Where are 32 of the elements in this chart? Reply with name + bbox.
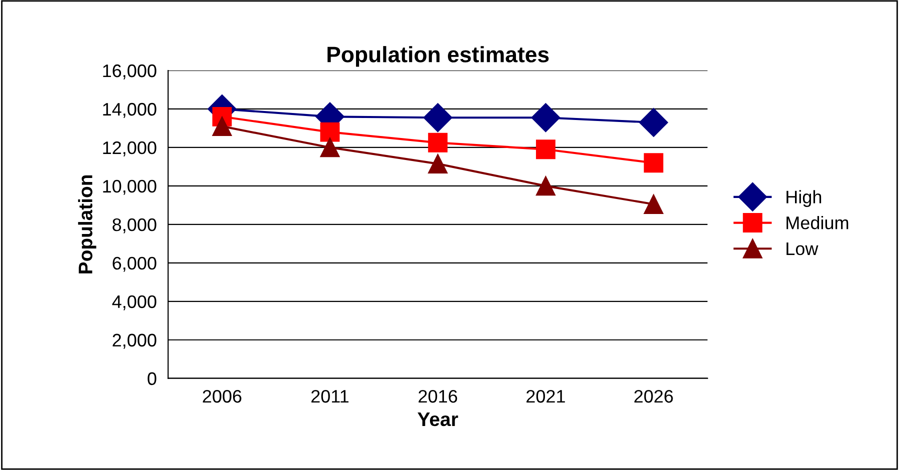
point [212,116,232,136]
point [536,176,556,196]
point [531,103,560,132]
y-tick-label: 12,000 [103,141,156,156]
x-tick-label: 2026 [634,390,673,403]
legend-label: Low [786,242,818,256]
point [423,103,452,132]
x-axis-title: Year [418,412,458,426]
point [428,132,448,152]
point [644,153,664,173]
x-tick-label: 2006 [202,390,242,403]
y-tick-label: 0 [148,372,156,386]
point [320,138,340,158]
x-tick-label: 2011 [311,390,348,403]
legend-label: Medium [786,216,848,230]
y-tick-label: 2,000 [112,334,156,349]
y-tick-label: 16,000 [103,64,156,80]
y-axis-title: Population [78,175,96,274]
x-tick-label: 2016 [418,390,458,403]
point [320,122,340,142]
point [428,154,448,174]
x-tick-label: 2021 [526,390,565,403]
y-tick-label: 14,000 [103,102,156,118]
point [536,140,556,160]
y-tick-label: 6,000 [112,256,156,272]
y-tick-label: 10,000 [103,180,156,195]
y-tick-label: 4,000 [112,295,156,310]
point [644,194,664,214]
y-tick-label: 8,000 [112,218,156,234]
point [639,108,668,137]
legend-label: High [786,190,822,207]
chart-title: Population estimates [328,46,549,67]
